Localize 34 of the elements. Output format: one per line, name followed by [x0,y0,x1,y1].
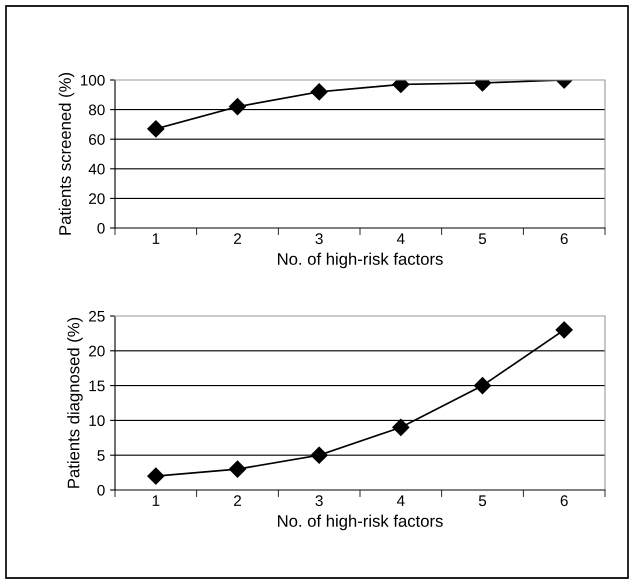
y-tick-label: 40 [88,164,105,174]
point [556,321,573,338]
point [147,468,164,485]
x-tick-label: 3 [316,495,323,506]
x-tick-label: 1 [152,495,160,506]
y-tick-label: 20 [89,346,105,356]
x-tick-label: 6 [560,233,568,244]
x-tick-label: 4 [396,495,405,506]
x-tick-label: 2 [234,495,241,506]
y-axis-title: Patients diagnosed (%) [67,318,83,488]
point [228,460,246,478]
point [474,377,492,394]
x-axis-title: No. of high-risk factors [278,514,443,530]
point [310,446,328,464]
x-tick-label: 5 [478,495,486,506]
point [392,418,410,436]
y-tick-label: 0 [97,222,105,234]
x-tick-label: 6 [560,495,568,506]
x-tick-label: 2 [234,233,241,244]
y-tick-label: 0 [97,484,105,496]
y-tick-label: 15 [89,380,105,392]
x-tick-label: 3 [316,233,323,244]
y-tick-label: 80 [88,104,105,116]
y-tick-label: 60 [89,134,105,145]
y-tick-label: 20 [89,193,105,204]
y-axis-title: Patients screened (%) [58,73,74,235]
x-axis-title: No. of high-risk factors [278,252,443,268]
y-tick-label: 25 [89,310,105,322]
x-tick-label: 4 [396,233,405,244]
y-tick-label: 10 [89,415,105,426]
y-tick-label: 100 [80,74,105,86]
y-tick-label: 5 [97,450,105,461]
x-tick-label: 5 [478,233,486,244]
x-tick-label: 1 [152,233,160,244]
